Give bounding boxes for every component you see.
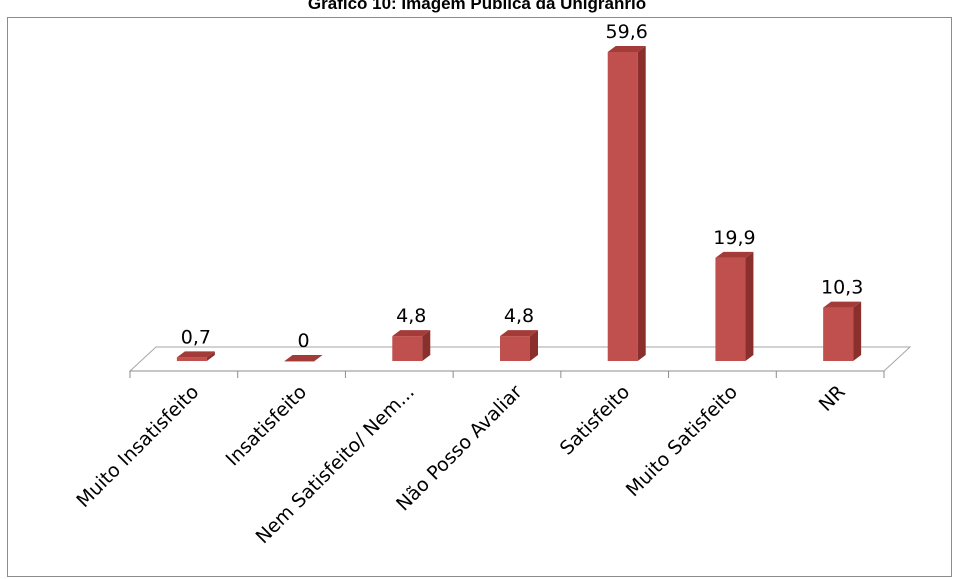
category-label: NR bbox=[815, 381, 850, 416]
bar-top bbox=[176, 351, 215, 358]
bar-front bbox=[284, 361, 315, 362]
bar bbox=[284, 355, 323, 362]
bar bbox=[607, 46, 646, 361]
bar bbox=[823, 301, 862, 361]
bar-side bbox=[637, 46, 646, 361]
category-label: Muito Satisfeito bbox=[622, 381, 742, 501]
bar-top bbox=[284, 355, 323, 361]
bar-top bbox=[392, 330, 431, 337]
bar bbox=[392, 330, 431, 361]
bar-side bbox=[853, 301, 862, 361]
data-label: 10,3 bbox=[821, 277, 863, 299]
category-label: Insatisfeito bbox=[222, 381, 311, 470]
bar-side bbox=[530, 330, 538, 361]
bar-top bbox=[823, 301, 862, 308]
bar-side bbox=[422, 330, 431, 361]
bar-top bbox=[500, 330, 538, 337]
data-label: 19,9 bbox=[713, 227, 755, 249]
bar-front bbox=[715, 257, 746, 361]
data-label: 0 bbox=[298, 330, 310, 352]
bar-front bbox=[176, 357, 207, 361]
chart-frame bbox=[7, 17, 952, 577]
bar bbox=[176, 351, 215, 361]
data-label: 4,8 bbox=[504, 305, 534, 327]
bar-front bbox=[607, 52, 638, 361]
bar bbox=[500, 330, 538, 361]
bar-side bbox=[206, 351, 215, 361]
bar-side bbox=[745, 251, 754, 361]
bar bbox=[715, 251, 754, 361]
bar-front bbox=[823, 307, 854, 361]
bar-top bbox=[715, 251, 754, 258]
bar-front bbox=[500, 336, 530, 361]
chart-title: Gráfico 10: Imagem Pública da Unigranrio bbox=[307, 0, 647, 13]
bar-top bbox=[607, 46, 646, 52]
category-label: Muito Insatisfeito bbox=[72, 381, 203, 512]
bar-front bbox=[392, 336, 423, 361]
data-label: 0,7 bbox=[181, 326, 211, 348]
bars bbox=[176, 46, 862, 362]
data-labels: 0,7 0 4,8 4,8 59,6 19,9 10,3 bbox=[181, 21, 864, 352]
data-label: 59,6 bbox=[606, 21, 648, 43]
data-label: 4,8 bbox=[396, 305, 426, 327]
category-label: Satisfeito bbox=[556, 381, 635, 460]
